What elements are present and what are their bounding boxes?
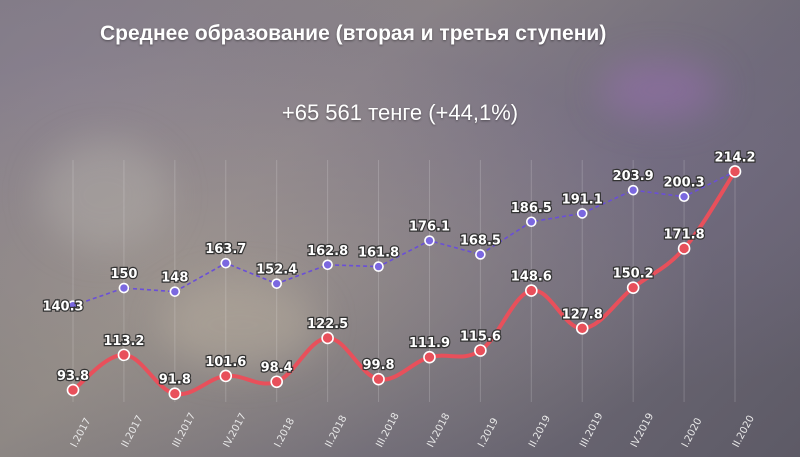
series-2-data-label: 115.6 — [460, 330, 501, 345]
series-2-point — [575, 322, 589, 335]
series-1-data-label: 191.1 — [562, 192, 603, 207]
x-tick-label: I.2017 — [69, 416, 94, 449]
series-1-data-label: 200.3 — [664, 176, 705, 191]
series-2-data-label: 127.8 — [562, 307, 603, 322]
series-2-data-label: 99.8 — [362, 358, 394, 373]
series-1-data-label: 168.5 — [460, 233, 501, 248]
chart-subtitle: +65 561 тенге (+44,1%) — [281, 100, 519, 125]
series-1-point — [118, 282, 130, 294]
series-2-data-label: 98.4 — [261, 361, 293, 376]
x-tick-label: I.2020 — [680, 416, 705, 449]
series-1-data-label: 140.3 — [42, 300, 83, 315]
series-2-point — [626, 281, 640, 294]
series-2-point — [321, 331, 334, 345]
series-1-point — [678, 191, 690, 202]
x-tick-label: IV.2017 — [222, 411, 249, 449]
x-tick-label: II.2017 — [120, 414, 146, 450]
series-2-point — [219, 369, 233, 383]
series-2-point — [168, 387, 182, 401]
series-2-data-label: 122.5 — [307, 317, 348, 332]
series-2-data-label: 171.8 — [664, 227, 705, 242]
series-2-point — [117, 348, 131, 362]
x-tick-label: II.2019 — [527, 414, 553, 450]
series-1-point — [373, 261, 384, 272]
series-2-point — [474, 344, 487, 357]
series-2-point — [677, 242, 691, 255]
series-1-data-label: 152.4 — [256, 263, 297, 278]
background-blur — [160, 280, 320, 370]
series-1-data-label: 162.8 — [307, 244, 348, 259]
series-1-point — [271, 278, 282, 289]
series-2-data-label: 113.2 — [103, 334, 144, 349]
data-labels: 140.3 150 148 163.7 152.4 162.8 161.8 176.1 168.… — [41, 149, 757, 389]
x-tick-label: IV.2018 — [425, 411, 452, 449]
series-1-data-label: 186.5 — [511, 201, 552, 216]
x-tick-label: III.2018 — [374, 411, 401, 449]
series-2-point — [423, 350, 436, 364]
series-2-data-label: 150.2 — [613, 267, 654, 282]
series-1-point — [169, 286, 181, 297]
series-2-data-label: 91.8 — [159, 373, 191, 388]
x-axis-ticks: I.2017 II.2017 III.2017 IV.2017 I.2018 II.201… — [69, 411, 757, 449]
x-tick-label: IV.2019 — [629, 411, 656, 449]
series-2-data-label: 101.6 — [205, 355, 246, 370]
series-1-data-label: 163.7 — [205, 242, 246, 257]
series-1-data-label: 148 — [161, 271, 188, 286]
series-1-point — [220, 257, 232, 269]
x-tick-label: III.2017 — [171, 411, 198, 449]
data-points — [66, 165, 742, 401]
series-1-data-label: 176.1 — [409, 220, 450, 235]
x-tick-label: I.2019 — [476, 416, 501, 449]
series-1-point — [322, 259, 333, 271]
x-tick-label: III.2019 — [578, 411, 605, 449]
x-tick-label: II.2018 — [324, 414, 350, 450]
series-1-point — [475, 249, 486, 260]
series-2-data-label: 148.6 — [511, 270, 552, 285]
series-2-point — [66, 383, 80, 397]
chart-title: Среднее образование (вторая и третья сту… — [100, 22, 607, 45]
series-2-data-label: 93.8 — [57, 369, 89, 384]
series-2-point — [525, 284, 538, 297]
series-2-data-label: 214.2 — [714, 150, 755, 165]
series-1-point — [627, 184, 639, 196]
series-1-data-label: 150 — [110, 267, 137, 282]
series-2-point — [270, 375, 283, 389]
x-tick-label: II.2020 — [731, 414, 757, 450]
series-2-point — [728, 165, 742, 178]
background-blur — [600, 60, 720, 120]
series-1-point — [67, 300, 79, 311]
series-1-point — [424, 235, 435, 246]
x-tick-label: I.2018 — [273, 416, 298, 449]
series-1-line — [72, 170, 736, 307]
series-1-point — [576, 208, 588, 219]
series-1-data-label: 203.9 — [613, 169, 654, 184]
series-2-data-label: 111.9 — [409, 336, 450, 351]
series-1-point — [526, 216, 537, 228]
series-2-point — [372, 372, 385, 386]
background-blur — [40, 140, 170, 250]
series-1-data-label: 161.8 — [358, 246, 399, 261]
